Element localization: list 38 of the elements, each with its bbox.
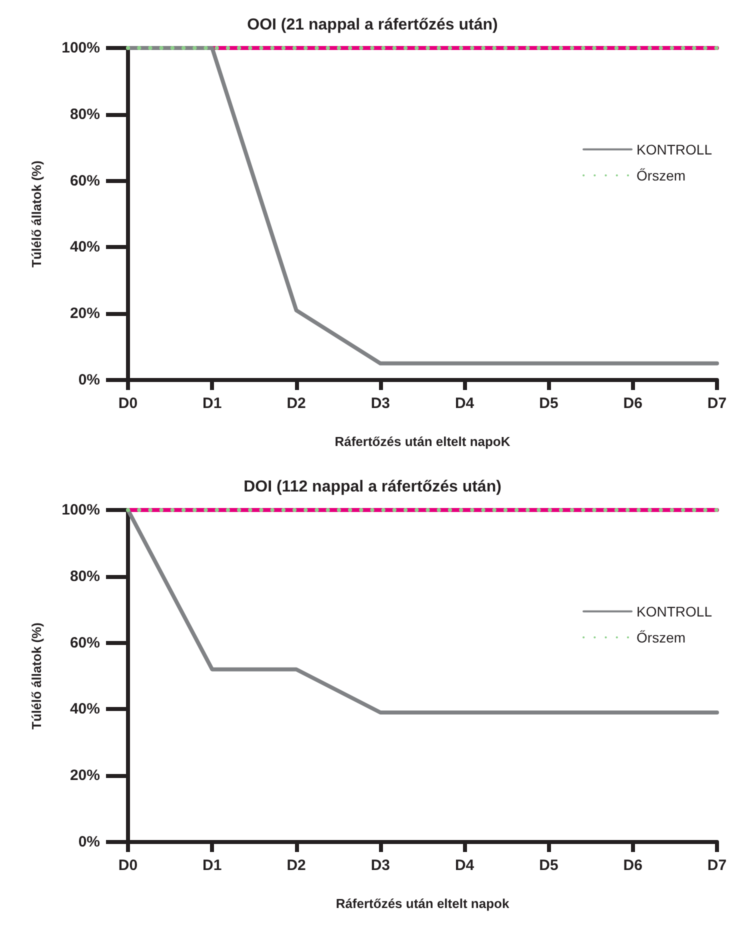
y-tick-label: 60% xyxy=(70,634,100,652)
x-tick-label: D0 xyxy=(118,857,138,874)
y-tick-label: 100% xyxy=(62,502,100,518)
y-tick-label: 0% xyxy=(78,834,100,850)
x-tick-label: D6 xyxy=(623,395,642,412)
y-tick-label: 0% xyxy=(78,372,100,388)
y-tick-label: 40% xyxy=(70,238,100,256)
y-tick-label: 40% xyxy=(70,700,100,718)
legend-label: Őrszem xyxy=(636,167,686,184)
y-tick-label: 80% xyxy=(70,568,100,585)
chart-title: OOI (21 nappal a ráfertőzés után) xyxy=(247,16,498,34)
x-tick-label: D3 xyxy=(370,857,390,874)
y-tick-label: 20% xyxy=(70,305,100,322)
legend-label: KONTROLL xyxy=(636,603,712,620)
y-tick-label: 80% xyxy=(70,106,100,123)
chart-title: DOI (112 nappal a ráfertőzés után) xyxy=(244,478,502,496)
y-tick-label: 20% xyxy=(70,767,100,784)
x-tick-label: D4 xyxy=(454,857,475,874)
x-tick-label: D1 xyxy=(202,857,222,874)
x-tick-label: D3 xyxy=(370,395,390,412)
x-axis-title: Ráfertőzés után eltelt napoK xyxy=(334,434,511,449)
x-tick-label: D0 xyxy=(118,395,138,412)
x-tick-label: D2 xyxy=(286,857,306,874)
x-tick-label: D7 xyxy=(707,395,727,412)
y-axis-title: Túlélő állatok (%) xyxy=(29,622,44,730)
x-axis-title: Ráfertőzés után eltelt napok xyxy=(336,896,510,911)
x-tick-label: D2 xyxy=(286,395,306,412)
x-tick-label: D5 xyxy=(539,395,558,412)
x-tick-label: D7 xyxy=(707,857,727,874)
y-tick-label: 60% xyxy=(70,172,100,190)
legend-label: Őrszem xyxy=(636,629,686,646)
y-axis-title: Túlélő állatok (%) xyxy=(29,160,44,268)
x-tick-label: D6 xyxy=(623,857,642,874)
y-tick-label: 100% xyxy=(62,40,100,56)
legend-label: KONTROLL xyxy=(636,141,712,158)
x-tick-label: D4 xyxy=(454,395,475,412)
x-tick-label: D5 xyxy=(539,857,558,874)
x-tick-label: D1 xyxy=(202,395,222,412)
